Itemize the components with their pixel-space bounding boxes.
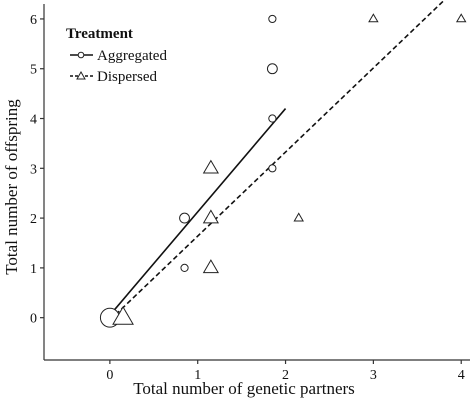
dispersed-point — [202, 209, 219, 224]
data-points — [99, 13, 467, 328]
dispersed-point — [202, 259, 219, 274]
legend-label-aggregated: Aggregated — [97, 48, 167, 64]
legend-item-aggregated: Aggregated — [70, 48, 167, 64]
legend-triangle-icon — [76, 70, 86, 80]
legend-title: Treatment — [66, 26, 133, 42]
legend: Treatment Aggregated Dispersed — [66, 26, 167, 85]
dispersed-point — [112, 305, 134, 325]
x-axis-ticks: 0 1 2 3 4 — [106, 360, 465, 383]
y-tick-label: 6 — [30, 13, 37, 28]
y-axis-title: Total number of offspring — [2, 99, 21, 275]
y-tick-label: 0 — [30, 312, 37, 327]
dispersed-point — [293, 212, 304, 222]
y-axis-ticks: 0 1 2 3 4 5 6 — [30, 13, 44, 327]
aggregated-point — [268, 164, 277, 173]
axes: 0 1 2 3 4 5 6 0 1 2 3 4 — [30, 4, 470, 383]
y-tick-label: 1 — [30, 262, 37, 277]
dispersed-fit-line — [109, 0, 446, 321]
x-tick-label: 3 — [370, 368, 377, 383]
y-tick-label: 5 — [30, 63, 37, 78]
aggregated-point — [268, 14, 277, 24]
aggregated-point — [180, 263, 189, 272]
aggregated-point — [179, 212, 190, 224]
dispersed-point — [455, 13, 467, 23]
legend-label-dispersed: Dispersed — [97, 69, 157, 85]
x-tick-label: 0 — [106, 368, 113, 383]
y-tick-label: 4 — [30, 113, 37, 128]
x-tick-label: 4 — [458, 368, 465, 383]
dispersed-point — [202, 159, 219, 174]
dispersed-point — [368, 13, 379, 23]
y-tick-label: 2 — [30, 212, 37, 227]
x-tick-label: 2 — [282, 368, 289, 383]
x-tick-label: 1 — [194, 368, 201, 383]
legend-item-dispersed: Dispersed — [70, 69, 157, 85]
aggregated-point — [268, 114, 277, 123]
aggregated-fit-line — [109, 108, 287, 316]
y-tick-label: 3 — [30, 162, 37, 177]
legend-circle-icon — [77, 51, 85, 59]
fit-lines — [109, 0, 446, 321]
aggregated-point — [266, 63, 278, 75]
x-axis-title: Total number of genetic partners — [133, 379, 355, 398]
